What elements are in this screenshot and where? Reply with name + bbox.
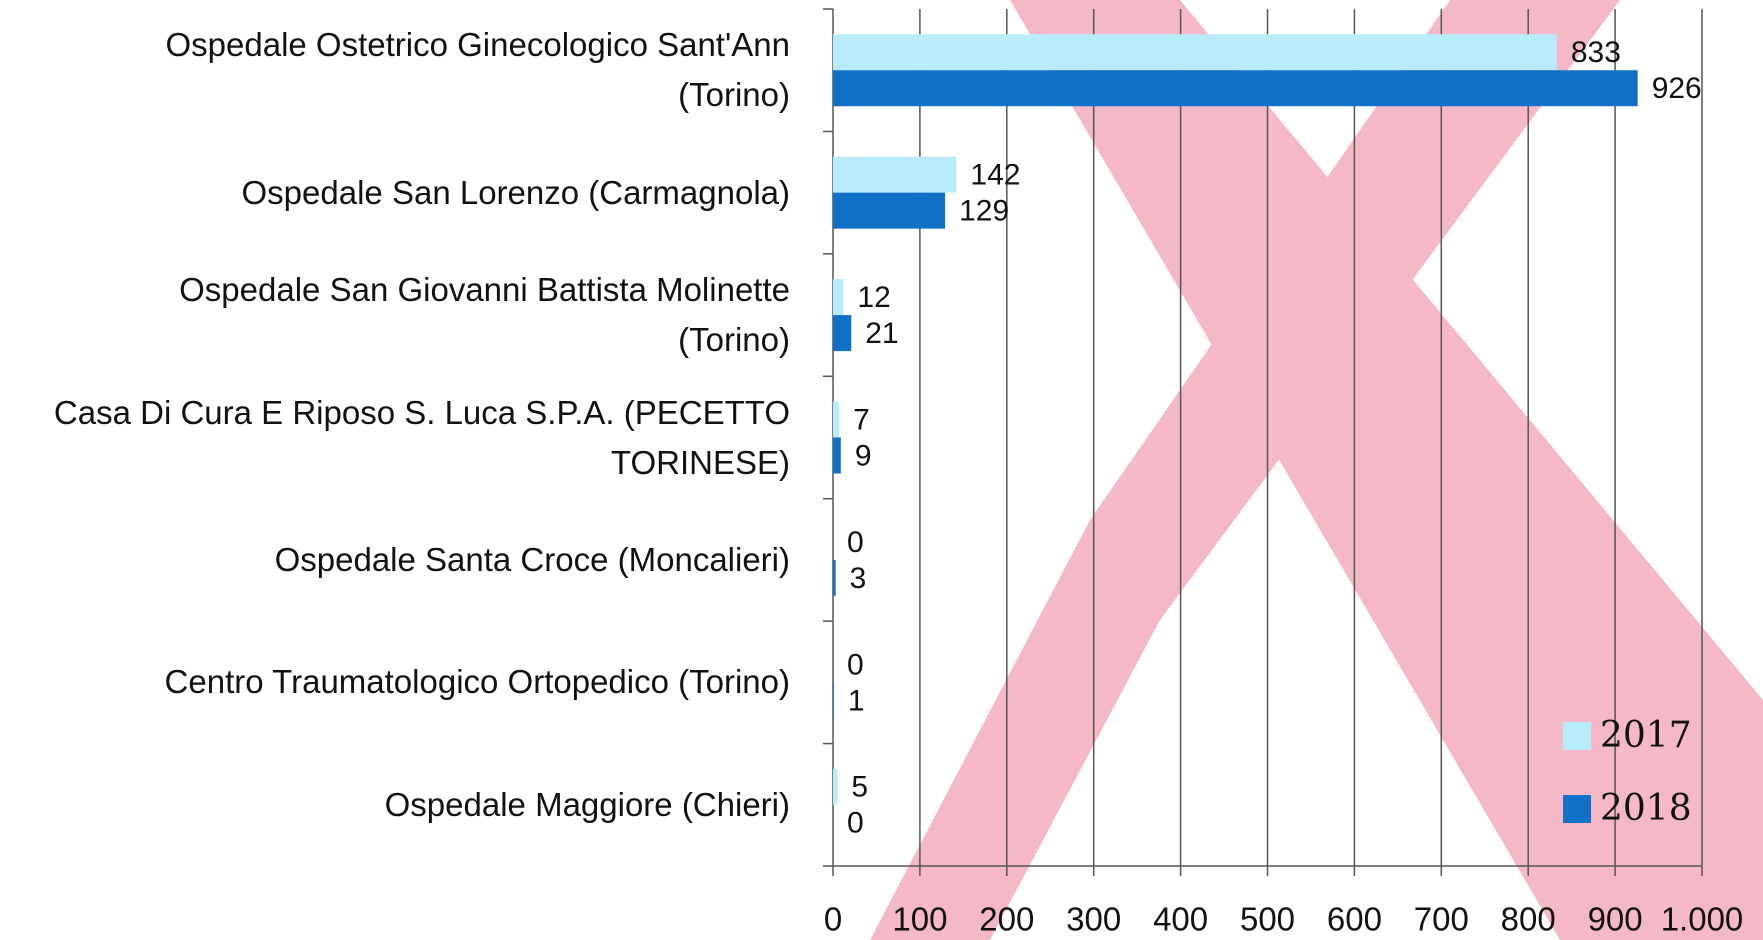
value-label: 0 xyxy=(847,526,864,559)
bar xyxy=(833,192,946,229)
x-tick-label: 700 xyxy=(1414,901,1469,938)
x-tick-label: 800 xyxy=(1501,901,1556,938)
x-tick-label: 400 xyxy=(1153,901,1208,938)
x-tick-label: 100 xyxy=(892,901,947,938)
value-label: 129 xyxy=(959,195,1009,228)
value-label: 7 xyxy=(853,403,870,436)
bar xyxy=(833,437,841,474)
legend-swatch xyxy=(1563,795,1591,823)
x-tick-label: 900 xyxy=(1588,901,1643,938)
x-tick-label: 1.000 xyxy=(1661,901,1744,938)
legend-label: 2017 xyxy=(1600,715,1692,756)
value-label: 142 xyxy=(970,159,1020,192)
bar xyxy=(833,70,1638,107)
value-label: 12 xyxy=(857,281,890,314)
value-label: 21 xyxy=(865,317,898,350)
bar xyxy=(833,315,852,352)
bar xyxy=(833,768,838,805)
value-label: 5 xyxy=(851,771,868,804)
y-tick-label: Ospedale San Lorenzo (Carmagnola) xyxy=(241,173,790,211)
value-label: 0 xyxy=(847,807,864,840)
y-tick-label: Ospedale Santa Croce (Moncalieri) xyxy=(274,540,790,578)
value-label: 1 xyxy=(848,684,865,717)
bar xyxy=(833,559,836,596)
x-tick-label: 200 xyxy=(979,901,1034,938)
y-tick-label: Centro Traumatologico Ortopedico (Torino… xyxy=(164,663,790,701)
bar xyxy=(833,279,844,316)
value-label: 0 xyxy=(847,648,864,681)
value-label: 833 xyxy=(1571,36,1621,69)
y-tick-label: Casa Di Cura E Riposo S. Luca S.P.A. (PE… xyxy=(53,393,790,481)
legend-label: 2018 xyxy=(1600,788,1692,829)
x-tick-label: 0 xyxy=(824,901,842,938)
y-tick-label: Ospedale San Giovanni Battista Molinette… xyxy=(179,271,790,359)
x-tick-label: 500 xyxy=(1240,901,1295,938)
value-label: 3 xyxy=(850,562,867,595)
ribbon xyxy=(870,0,1620,940)
x-tick-label: 600 xyxy=(1327,901,1382,938)
y-tick-label: Ospedale Maggiore (Chieri) xyxy=(384,785,790,823)
ribbon xyxy=(1010,0,1763,940)
value-label: 9 xyxy=(855,439,872,472)
legend-swatch xyxy=(1563,722,1591,750)
value-label: 926 xyxy=(1652,72,1702,105)
bar xyxy=(833,34,1557,71)
y-tick-label: Ospedale Ostetrico Ginecologico Sant'Ann… xyxy=(165,26,791,114)
bar xyxy=(833,682,834,719)
x-tick-label: 300 xyxy=(1066,901,1121,938)
bar xyxy=(833,156,957,193)
bar xyxy=(833,401,840,438)
